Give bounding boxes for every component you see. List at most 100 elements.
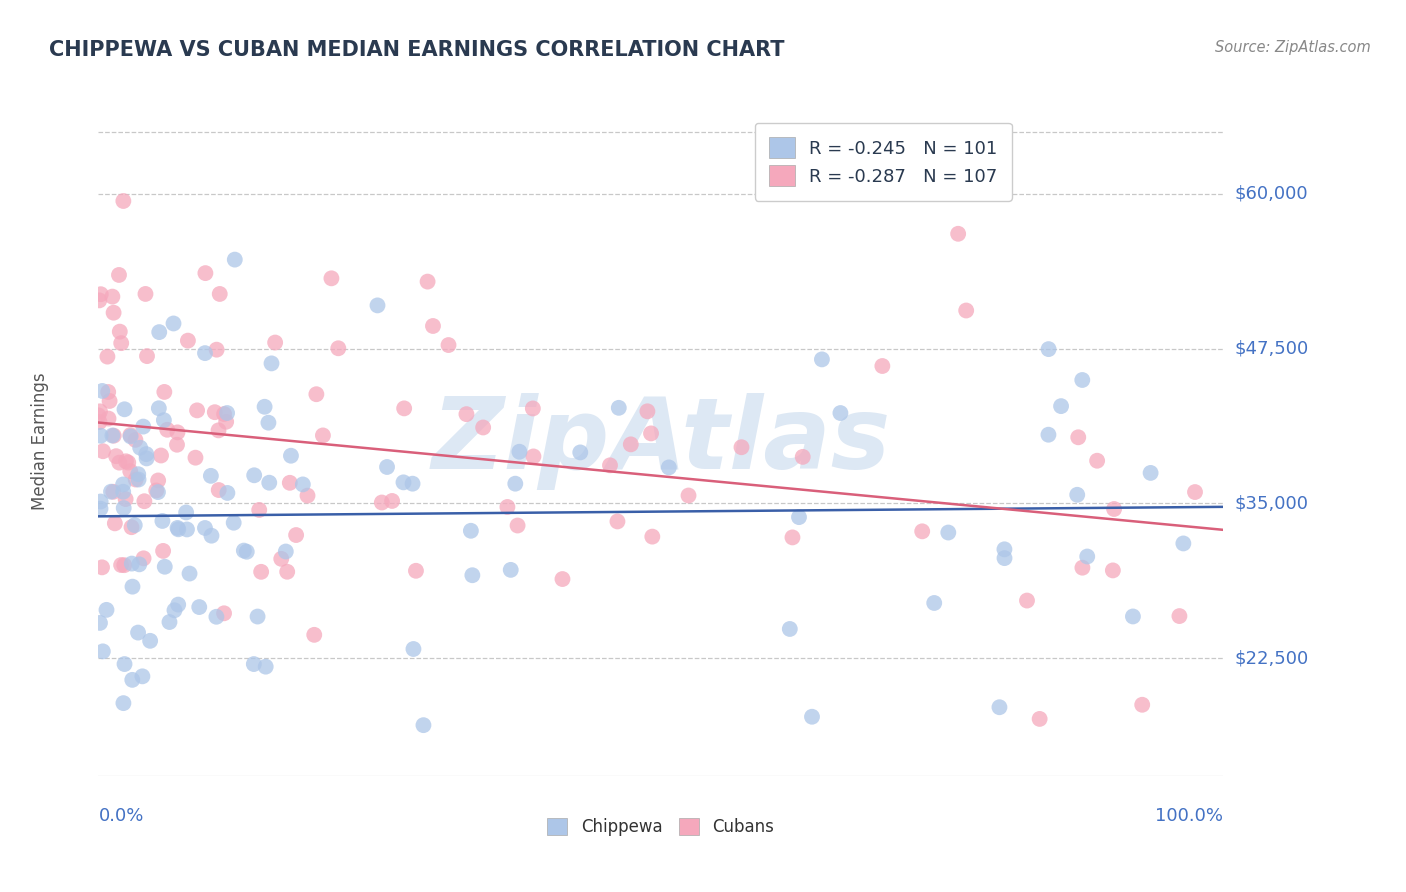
Point [112,477,135,491]
Point [569,445,592,459]
Point [167,598,190,612]
Point [97,411,120,425]
Point [148,401,170,416]
Point [124,433,146,447]
Point [124,518,146,533]
Point [312,428,335,442]
Point [801,710,824,724]
Point [208,287,231,301]
Point [153,413,176,427]
Point [89,615,111,630]
Point [792,450,814,464]
Point [1067,430,1090,444]
Point [212,607,235,621]
Point [243,657,266,671]
Point [1028,712,1050,726]
Point [104,516,127,531]
Point [1139,466,1161,480]
Point [236,545,259,559]
Point [1050,399,1073,413]
Text: 100.0%: 100.0% [1156,806,1223,824]
Point [110,558,132,572]
Point [150,449,173,463]
Point [422,318,444,333]
Point [321,271,343,285]
Point [247,503,270,517]
Point [522,401,544,416]
Point [1102,502,1125,516]
Point [620,437,643,451]
Point [830,406,852,420]
Point [121,557,143,571]
Point [103,484,125,499]
Point [730,440,752,454]
Point [461,568,484,582]
Text: Median Earnings: Median Earnings [31,373,49,510]
Point [145,483,167,498]
Point [246,609,269,624]
Point [146,485,169,500]
Point [146,474,169,488]
Point [285,528,308,542]
Point [91,384,114,398]
Point [90,494,112,508]
Point [1038,427,1060,442]
Point [412,718,434,732]
Point [112,501,135,516]
Point [112,558,135,573]
Point [112,696,135,710]
Point [946,227,969,241]
Point [250,565,273,579]
Point [167,522,190,536]
Point [522,450,544,464]
Point [205,609,228,624]
Point [259,475,281,490]
Point [911,524,934,539]
Point [955,303,977,318]
Point [207,423,229,437]
Point [194,346,217,360]
Point [132,419,155,434]
Point [257,416,280,430]
Point [254,659,277,673]
Point [97,384,120,399]
Point [779,622,801,636]
Point [640,426,662,441]
Point [1173,536,1195,550]
Point [508,444,530,458]
Point [90,287,112,301]
Text: $47,500: $47,500 [1234,340,1309,358]
Point [103,428,125,442]
Point [658,460,681,475]
Point [98,394,121,409]
Text: CHIPPEWA VS CUBAN MEDIAN EARNINGS CORRELATION CHART: CHIPPEWA VS CUBAN MEDIAN EARNINGS CORREL… [49,40,785,60]
Point [101,428,124,442]
Point [224,252,246,267]
Point [91,560,114,574]
Text: $35,000: $35,000 [1234,494,1309,513]
Point [1184,485,1206,500]
Point [1130,698,1153,712]
Point [112,194,135,208]
Point [499,563,522,577]
Point [194,266,217,280]
Point [120,428,142,442]
Point [153,559,176,574]
Point [215,415,238,429]
Point [156,423,179,437]
Point [212,407,235,421]
Point [90,428,112,442]
Point [1066,488,1088,502]
Text: 0.0%: 0.0% [98,806,143,824]
Point [120,429,142,443]
Point [176,523,198,537]
Point [988,700,1011,714]
Point [205,343,228,357]
Point [276,565,298,579]
Point [134,494,156,508]
Point [204,405,226,419]
Point [152,544,174,558]
Point [188,600,211,615]
Point [402,642,425,657]
Point [179,566,201,581]
